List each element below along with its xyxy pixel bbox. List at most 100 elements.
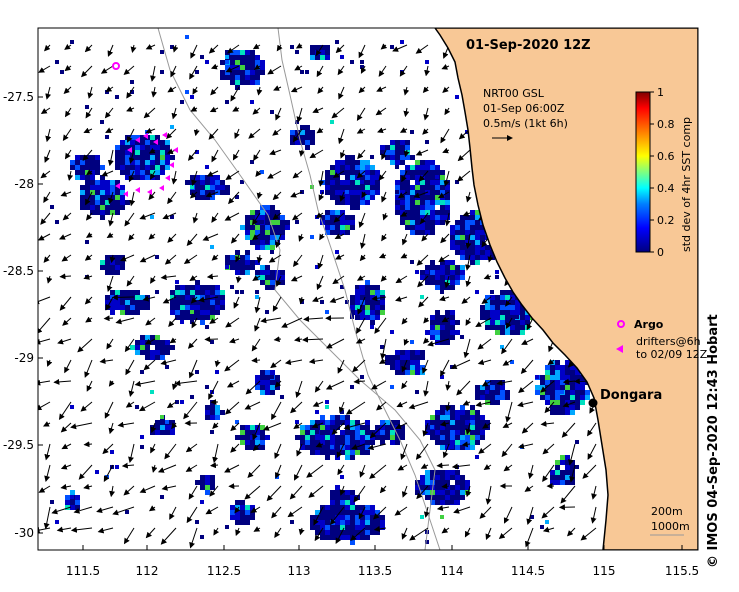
sst-cell — [205, 175, 210, 180]
sst-cell — [340, 420, 345, 425]
sst-cell — [235, 60, 240, 65]
sst-cell — [450, 315, 455, 320]
sst-cell — [470, 435, 475, 440]
sst-cell — [155, 165, 160, 170]
sst-cell — [445, 420, 450, 425]
sst-cell — [450, 310, 455, 315]
sst-cell — [155, 345, 160, 350]
sst-cell — [135, 145, 140, 150]
sst-cell — [360, 160, 365, 165]
sst-cell — [325, 215, 330, 220]
sst-cell — [150, 350, 155, 355]
sst-cell — [120, 200, 125, 205]
sst-cell — [195, 305, 200, 310]
sst-cell — [425, 330, 430, 335]
sst-cell — [225, 260, 230, 265]
sst-cell — [465, 240, 470, 245]
sst-cell — [335, 445, 340, 450]
sst-cell — [335, 415, 340, 420]
sst-cell — [390, 140, 395, 145]
sst-cell — [135, 175, 140, 180]
sst-cell — [425, 170, 430, 175]
sst-cell — [370, 190, 375, 195]
sst-cell — [555, 390, 560, 395]
sst-cell — [210, 295, 215, 300]
sst-cell — [180, 290, 185, 295]
sst-cell — [305, 430, 310, 435]
sst-cell — [430, 190, 435, 195]
sst-cell — [410, 200, 415, 205]
sst-cell — [430, 175, 435, 180]
sst-cell — [215, 305, 220, 310]
sst-cell — [480, 235, 485, 240]
sst-cell — [105, 270, 110, 275]
sst-cell — [260, 230, 265, 235]
sst-cell — [245, 70, 250, 75]
sst-cell — [225, 65, 230, 70]
sst-cell — [480, 415, 485, 420]
sst-cell — [570, 385, 575, 390]
sst-cell — [440, 175, 445, 180]
sst-cell — [75, 155, 80, 160]
sst-cell — [465, 445, 470, 450]
sst-cell — [365, 195, 370, 200]
sst-cell — [205, 190, 210, 195]
sst-cell — [285, 225, 290, 230]
sst-cell — [435, 435, 440, 440]
sst-cell — [425, 215, 430, 220]
sst-cell — [130, 145, 135, 150]
sst-cell — [245, 60, 250, 65]
sst-cell — [420, 165, 425, 170]
sst-cell — [320, 430, 325, 435]
sst-cell — [420, 180, 425, 185]
sst-cell — [90, 195, 95, 200]
sst-cell — [340, 415, 345, 420]
sst-cell — [105, 205, 110, 210]
sst-cell — [495, 310, 500, 315]
sst-cell — [415, 230, 420, 235]
sst-cell — [85, 195, 90, 200]
sst-cell — [350, 430, 355, 435]
sst-cell — [230, 75, 235, 80]
sst-cell — [80, 170, 85, 175]
sst-cell — [275, 210, 280, 215]
sst-cell — [100, 210, 105, 215]
sst-cell — [515, 310, 520, 315]
sst-cell — [455, 420, 460, 425]
sst-cell — [555, 380, 560, 385]
sst-cell — [345, 230, 350, 235]
sst-cell — [430, 170, 435, 175]
sst-cell — [365, 440, 370, 445]
sst-cell — [470, 250, 475, 255]
sst-cell — [135, 345, 140, 350]
sst-cell — [235, 80, 240, 85]
sst-cell — [480, 310, 485, 315]
sst-cell — [430, 215, 435, 220]
sst-cell — [575, 400, 580, 405]
sst-cell — [270, 215, 275, 220]
sst-cell — [195, 175, 200, 180]
sst-cell — [440, 205, 445, 210]
sst-cell — [500, 300, 505, 305]
sst-cell — [105, 185, 110, 190]
sst-cell — [560, 375, 565, 380]
sst-cell — [355, 205, 360, 210]
sst-cell — [195, 315, 200, 320]
sst-cell — [150, 355, 155, 360]
sst-cell — [375, 180, 380, 185]
sst-cell — [165, 145, 170, 150]
sst-cell — [555, 395, 560, 400]
sst-cell — [405, 190, 410, 195]
sst-cell — [575, 375, 580, 380]
sst-cell — [265, 225, 270, 230]
sst-cell — [400, 180, 405, 185]
sst-cell — [435, 210, 440, 215]
sst-cell — [120, 290, 125, 295]
sst-cell — [175, 305, 180, 310]
sst-cell — [510, 330, 515, 335]
sst-cell — [325, 175, 330, 180]
sst-cell — [450, 420, 455, 425]
sst-cell — [195, 295, 200, 300]
sst-cell — [230, 55, 235, 60]
